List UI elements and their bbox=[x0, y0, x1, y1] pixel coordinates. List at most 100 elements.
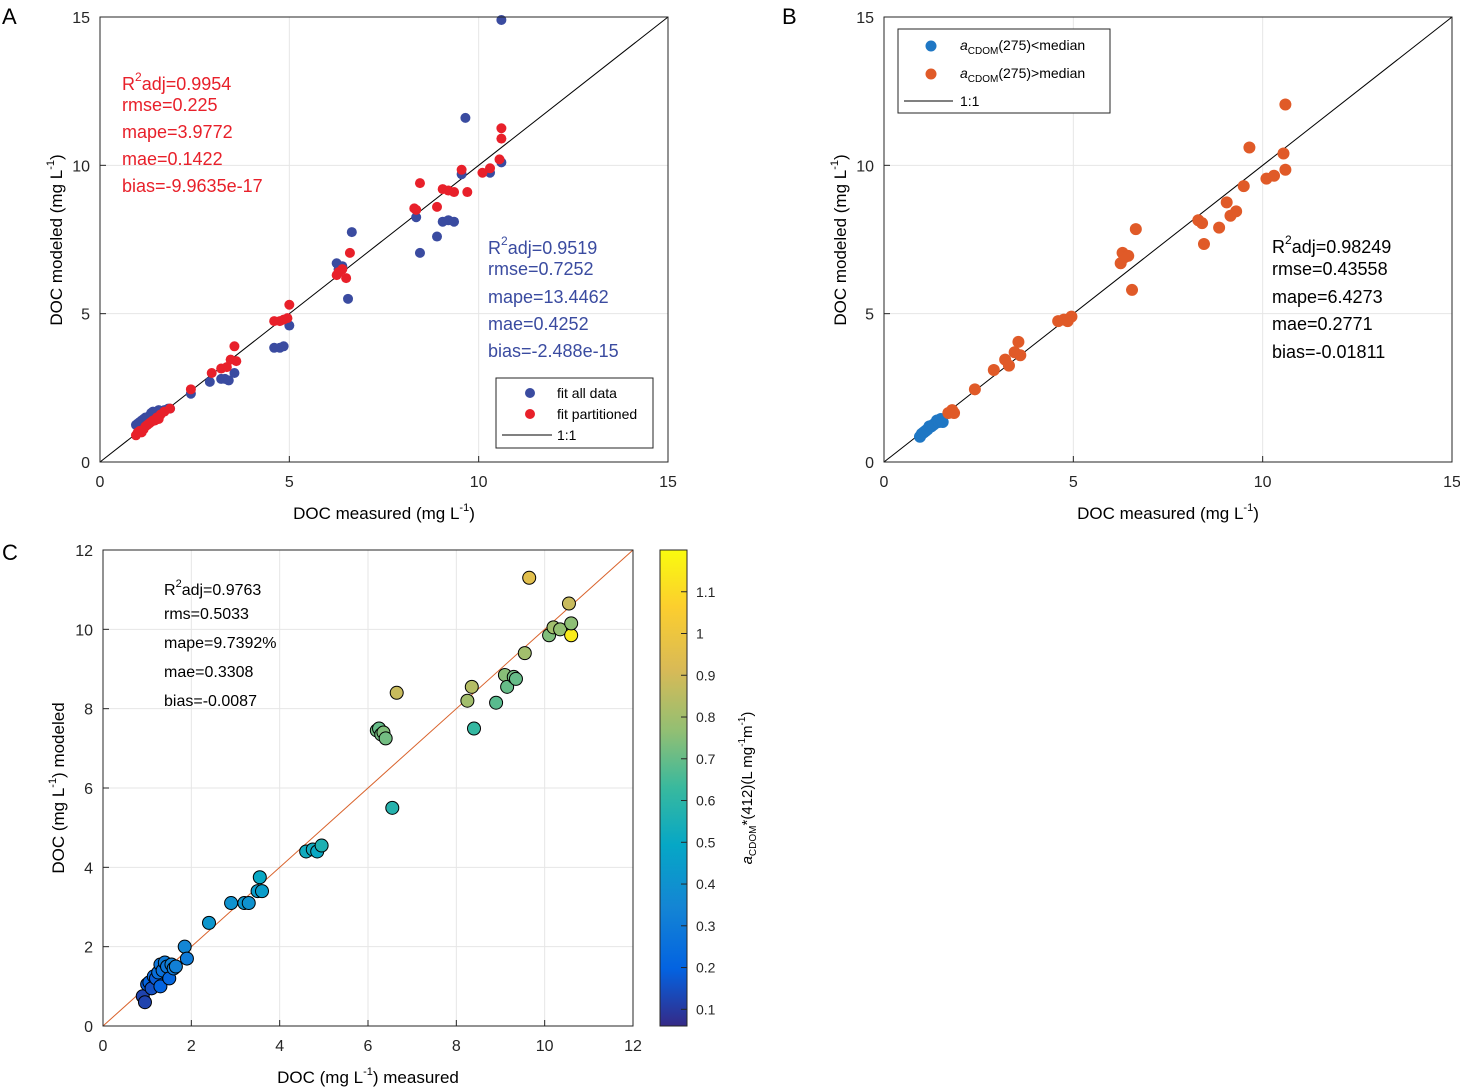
legend-label-line: 1:1 bbox=[960, 93, 980, 109]
panel-a-legend: fit all data fit partitioned 1:1 bbox=[495, 377, 654, 449]
colorbar-tick-label: 0.7 bbox=[696, 751, 716, 767]
point-above-median bbox=[1237, 180, 1250, 193]
point-sample bbox=[464, 679, 479, 694]
x-tick-label: 6 bbox=[364, 1038, 373, 1055]
point-above-median bbox=[1197, 237, 1210, 250]
legend-label-above: aCDOM(275)>median bbox=[960, 65, 1085, 85]
point-above-median bbox=[1279, 98, 1292, 111]
point-fit-partitioned bbox=[477, 167, 488, 178]
panel-a-ticks: 0 5 10 15 0 5 10 15 bbox=[72, 10, 677, 491]
y-tick-label: 4 bbox=[84, 860, 93, 877]
point-above-median bbox=[968, 383, 981, 396]
point-sample bbox=[177, 939, 192, 954]
stat-mae: mae=0.1422 bbox=[122, 149, 223, 169]
stat-r2: R2adj=0.98249 bbox=[1272, 233, 1391, 257]
colorbar-tick-label: 0.3 bbox=[696, 918, 716, 934]
x-tick-label: 5 bbox=[285, 474, 294, 491]
point-fit-partitioned bbox=[456, 164, 467, 175]
x-tick-label: 0 bbox=[880, 474, 889, 491]
point-sample bbox=[202, 915, 216, 930]
stat-mae: mae=0.2771 bbox=[1272, 314, 1373, 334]
stat-mape: mape=3.9772 bbox=[122, 122, 233, 142]
y-tick-label: 15 bbox=[72, 10, 90, 27]
point-above-median bbox=[1129, 223, 1142, 236]
y-tick-label: 8 bbox=[84, 702, 93, 719]
x-tick-label: 0 bbox=[96, 474, 105, 491]
point-fit-partitioned bbox=[282, 313, 293, 324]
point-fit-all bbox=[278, 341, 289, 352]
point-fit-all bbox=[496, 14, 507, 25]
point-fit-partitioned bbox=[494, 154, 505, 165]
panel-b-legend: aCDOM(275)<median aCDOM(275)>median 1:1 bbox=[897, 28, 1111, 114]
point-fit-all bbox=[432, 231, 443, 242]
point-sample bbox=[500, 679, 515, 694]
point-sample bbox=[179, 951, 194, 966]
point-sample bbox=[460, 693, 475, 708]
stat-bias: bias=-0.0087 bbox=[164, 693, 257, 710]
panel-b-ylabel: DOC modeled (mg L-1) bbox=[829, 154, 850, 325]
panel-label-c: C bbox=[2, 540, 18, 565]
point-fit-partitioned bbox=[462, 187, 473, 198]
point-above-median bbox=[948, 407, 961, 420]
stat-bias: bias=-0.01811 bbox=[1272, 342, 1385, 362]
panel-b-points bbox=[913, 98, 1292, 443]
stat-rmse: rmse=0.225 bbox=[122, 95, 218, 115]
point-sample bbox=[252, 870, 267, 885]
point-fit-all bbox=[414, 247, 425, 258]
x-tick-label: 8 bbox=[452, 1038, 461, 1055]
stat-mape: mape=13.4462 bbox=[488, 287, 609, 307]
panel-c-ticks: 0 2 4 6 8 10 12 0 2 4 6 8 10 12 bbox=[75, 543, 642, 1055]
point-sample bbox=[137, 995, 152, 1010]
y-tick-label: 0 bbox=[84, 1019, 93, 1036]
legend-marker-above bbox=[925, 68, 937, 80]
panel-c-ylabel: DOC (mg L-1) modeled bbox=[47, 702, 68, 873]
point-fit-all bbox=[343, 293, 354, 304]
point-above-median bbox=[1126, 283, 1139, 296]
x-tick-label: 10 bbox=[536, 1038, 554, 1055]
point-fit-partitioned bbox=[165, 403, 176, 414]
point-above-median bbox=[1220, 196, 1233, 209]
point-sample bbox=[168, 959, 183, 974]
colorbar bbox=[659, 549, 688, 1027]
panel-c-stats: R2adj=0.9763 rms=0.5033 mape=9.7392% mae… bbox=[164, 578, 277, 710]
x-tick-label: 10 bbox=[470, 474, 488, 491]
point-sample bbox=[561, 596, 576, 611]
point-sample bbox=[564, 628, 579, 643]
legend-marker-partitioned bbox=[525, 409, 535, 419]
point-sample bbox=[389, 685, 404, 700]
legend-label-below: aCDOM(275)<median bbox=[960, 37, 1085, 57]
y-tick-label: 12 bbox=[75, 543, 93, 560]
point-fit-partitioned bbox=[341, 273, 352, 284]
x-tick-label: 15 bbox=[659, 474, 677, 491]
point-sample bbox=[153, 979, 168, 994]
colorbar-tick-label: 0.2 bbox=[696, 960, 716, 976]
panel-a-stats-all: R2adj=0.9519 rmse=0.7252 mape=13.4462 ma… bbox=[488, 234, 619, 361]
y-tick-label: 10 bbox=[856, 158, 874, 175]
point-fit-partitioned bbox=[485, 163, 496, 174]
point-above-median bbox=[1002, 359, 1015, 372]
point-fit-partitioned bbox=[414, 178, 425, 189]
x-tick-label: 12 bbox=[624, 1038, 642, 1055]
legend-label-all: fit all data bbox=[557, 385, 617, 401]
point-below-median bbox=[936, 415, 949, 428]
x-tick-label: 2 bbox=[187, 1038, 196, 1055]
y-tick-label: 5 bbox=[81, 307, 90, 324]
panel-b-chart: 0 5 10 15 0 5 10 15 DOC measured (mg L-1) DOC m… bbox=[829, 10, 1460, 523]
point-above-median bbox=[1279, 163, 1292, 176]
panel-a-points bbox=[130, 14, 507, 441]
point-fit-partitioned bbox=[496, 123, 507, 134]
point-sample bbox=[378, 731, 393, 746]
point-fit-partitioned bbox=[449, 187, 460, 198]
point-above-median bbox=[1277, 147, 1290, 160]
panel-b-axes-box bbox=[883, 16, 1453, 463]
stat-mape: mape=6.4273 bbox=[1272, 287, 1383, 307]
point-above-median bbox=[1213, 221, 1226, 234]
point-above-median bbox=[1230, 205, 1243, 218]
point-fit-partitioned bbox=[229, 341, 240, 352]
point-fit-partitioned bbox=[337, 264, 348, 275]
point-above-median bbox=[1014, 349, 1027, 362]
stat-rmse: rmse=0.7252 bbox=[488, 259, 594, 279]
colorbar-tick-label: 0.4 bbox=[696, 876, 716, 892]
panel-b-xlabel: DOC measured (mg L-1) bbox=[1077, 502, 1259, 523]
stat-rms: rms=0.5033 bbox=[164, 606, 249, 623]
